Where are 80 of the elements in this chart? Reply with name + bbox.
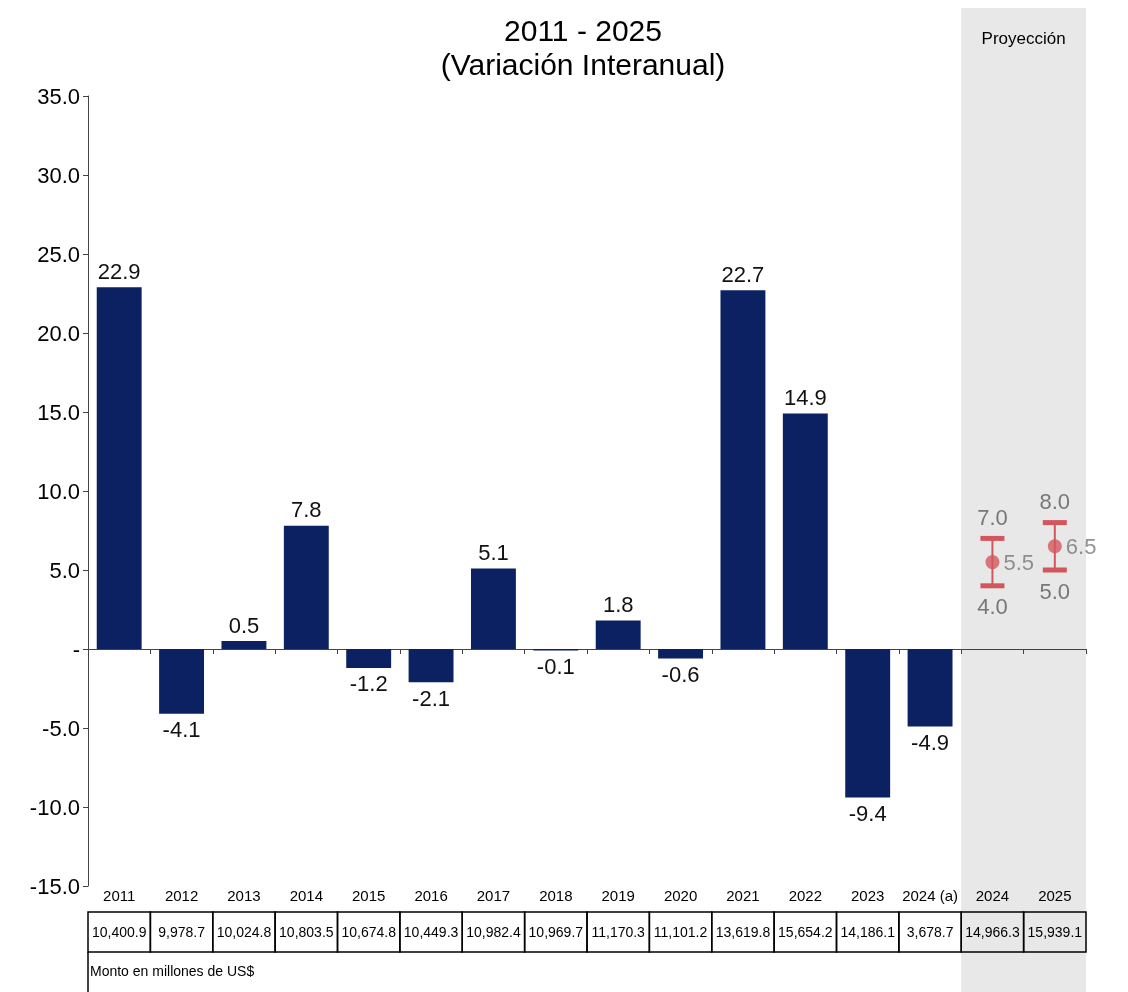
text: 14,186.1	[840, 924, 896, 940]
x-tick-label: 2014	[289, 887, 323, 904]
annotation: 5.0	[1039, 578, 1071, 604]
text: 10,982.4	[466, 924, 521, 940]
bar	[346, 649, 392, 668]
bar	[782, 413, 828, 649]
data-label: -0.6	[661, 661, 700, 687]
data-label: -2.1	[412, 685, 451, 711]
text: Monto en millones de US$	[90, 963, 255, 979]
bar	[283, 525, 329, 649]
y-tick-label: -	[72, 636, 80, 662]
data-label: 22.9	[97, 258, 141, 284]
text: 11,101.2	[653, 924, 708, 940]
x-tick-label: 2020	[663, 887, 698, 904]
y-tick-label: 20.0	[37, 320, 80, 346]
x-tick-label: 2025	[1038, 887, 1072, 904]
chart-title: 2011 - 2025	[504, 13, 662, 47]
text: 13,619.8	[715, 924, 771, 940]
y-tick-label: 35.0	[37, 83, 80, 109]
annotation: 7.0	[977, 504, 1008, 530]
data-label: 5.1	[478, 539, 509, 565]
x-tick-label: 2022	[788, 887, 822, 904]
chart-subtitle: (Variación Interanual)	[440, 47, 726, 81]
data-label: 6.5	[1065, 533, 1097, 559]
bar	[96, 287, 142, 649]
x-tick-label: 2013	[227, 887, 261, 904]
y-tick-label: -10.0	[29, 794, 80, 820]
bar	[658, 649, 704, 659]
x-tick-label: 2015	[352, 887, 386, 904]
text: 10,024.8	[216, 924, 272, 940]
data-label: 14.9	[783, 385, 827, 411]
y-tick-label: 15.0	[37, 399, 80, 425]
bar	[408, 649, 454, 683]
text: 9,978.7	[158, 924, 206, 940]
bar	[720, 290, 766, 649]
text: 10,969.7	[528, 924, 584, 940]
bar	[470, 568, 516, 649]
x-tick-label: 2023	[851, 887, 885, 904]
data-label: -1.2	[349, 671, 388, 697]
x-tick-label: 2012	[164, 887, 199, 904]
x-tick-label: 2024	[975, 887, 1010, 904]
text: 3,678.7	[906, 924, 954, 940]
text: 10,803.5	[279, 924, 334, 940]
data-label: 0.5	[228, 612, 260, 638]
data-label: -0.1	[536, 654, 575, 680]
data-label: 7.8	[291, 497, 322, 523]
y-tick-label: -15.0	[29, 873, 80, 899]
bar	[907, 649, 953, 727]
data-label: -4.1	[162, 717, 201, 743]
annotation: 4.0	[977, 594, 1008, 620]
data-label: 1.8	[602, 592, 634, 618]
annotation: 8.0	[1039, 489, 1071, 515]
bar	[595, 620, 641, 649]
data-label: 5.5	[1003, 549, 1035, 575]
text: 10,449.3	[403, 924, 459, 940]
x-tick-label: 2011	[103, 887, 136, 904]
x-tick-label: 2019	[601, 887, 635, 904]
band-label: Proyección	[981, 29, 1066, 48]
x-tick-label: 2016	[414, 887, 448, 904]
data-label: 22.7	[721, 261, 765, 287]
bar	[845, 649, 891, 798]
data-label: -9.4	[848, 801, 887, 827]
text: 11,170.3	[591, 924, 646, 940]
x-tick-label: 2018	[539, 887, 573, 904]
y-tick-label: 25.0	[37, 241, 80, 267]
x-tick-label: 2024 (a)	[902, 887, 958, 904]
data-label: -4.9	[911, 729, 950, 755]
x-tick-label: 2021	[726, 887, 760, 904]
y-tick-label: -5.0	[42, 715, 80, 741]
text: 14,966.3	[965, 924, 1020, 940]
text: 10,400.9	[91, 924, 147, 940]
bar	[159, 649, 205, 714]
text: 15,654.2	[778, 924, 833, 940]
bar	[221, 641, 267, 649]
x-tick-label: 2017	[476, 887, 511, 904]
text: 10,674.8	[341, 924, 397, 940]
y-tick-label: 30.0	[37, 162, 80, 188]
y-tick-label: 10.0	[37, 478, 80, 504]
y-tick-label: 5.0	[49, 557, 80, 583]
text: 15,939.1	[1027, 924, 1083, 940]
